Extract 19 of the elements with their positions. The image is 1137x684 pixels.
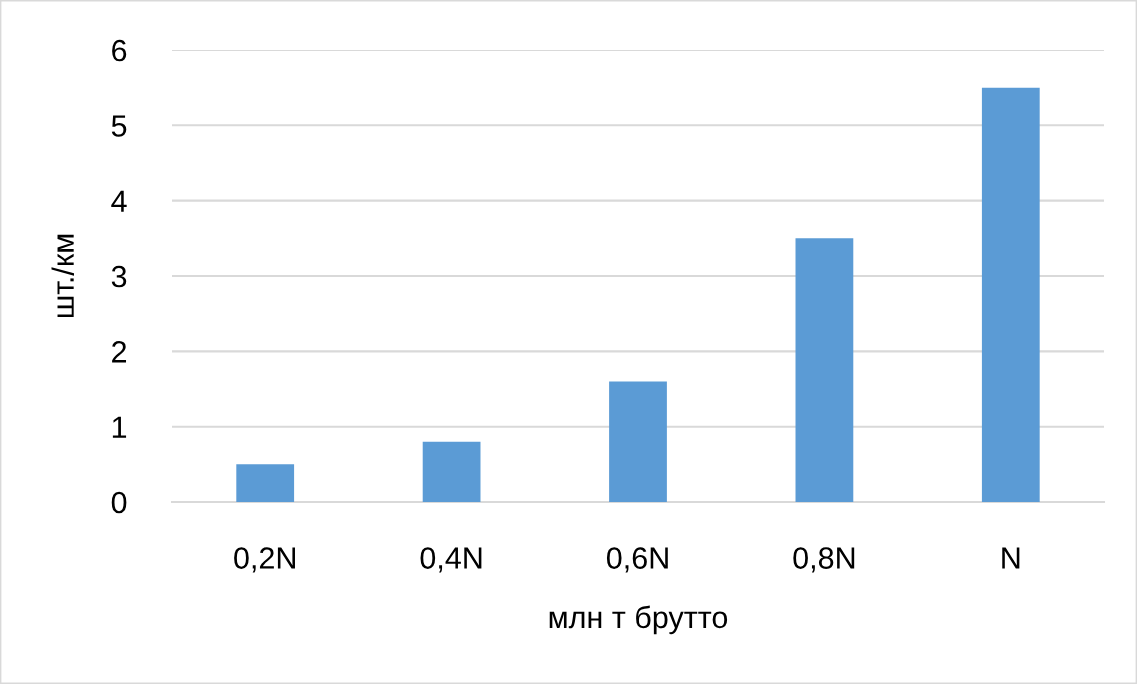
y-tick-label: 0 <box>111 491 127 514</box>
x-tick-label: 0,6N <box>606 547 668 573</box>
y-tick-label: 4 <box>111 190 127 212</box>
x-tick-label: 0,2N <box>234 547 295 573</box>
x-tick-label: 0,4N <box>420 547 482 573</box>
x-tick-label: N <box>1002 547 1020 569</box>
y-tick-label: 1 <box>112 416 127 438</box>
y-tick-label: 2 <box>112 341 127 363</box>
bar <box>609 381 667 502</box>
y-tick-label: 6 <box>112 39 127 62</box>
bar <box>795 238 854 502</box>
y-tick-label: 5 <box>111 115 127 137</box>
bar <box>236 464 295 502</box>
bar <box>422 441 481 502</box>
bar <box>981 87 1040 502</box>
y-tick-label: 3 <box>111 265 127 288</box>
x-axis-title: млн т брутто <box>549 605 728 635</box>
x-tick-label: 0,8N <box>793 547 855 573</box>
y-axis-title: шт./км <box>51 234 74 318</box>
